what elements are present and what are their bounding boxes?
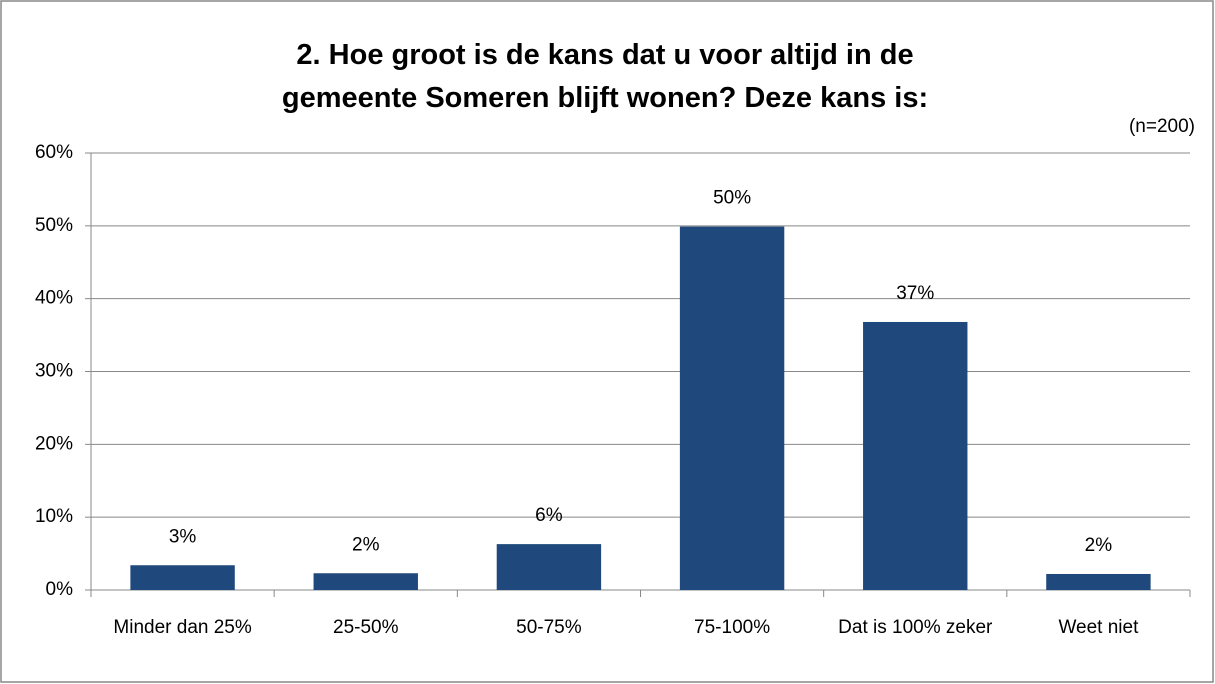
y-tick-label: 20% xyxy=(35,433,73,454)
chart-subtitle: (n=200) xyxy=(1129,116,1195,137)
data-label: 2% xyxy=(1085,535,1113,556)
x-tick-label: 50-75% xyxy=(516,617,582,638)
chart-title: 2. Hoe groot is de kans dat u voor altij… xyxy=(281,39,929,114)
bar xyxy=(1046,573,1151,590)
x-tick-label: Minder dan 25% xyxy=(113,617,252,638)
bar xyxy=(679,226,785,591)
data-label: 2% xyxy=(352,534,380,555)
y-tick-label: 10% xyxy=(35,506,73,527)
bar xyxy=(496,544,602,590)
bar xyxy=(863,321,968,590)
data-label: 50% xyxy=(713,188,751,209)
x-tick-label: 75-100% xyxy=(694,617,771,638)
y-tick-label: 40% xyxy=(35,288,73,309)
data-label: 37% xyxy=(896,283,934,304)
y-tick-label: 30% xyxy=(35,361,73,382)
bar xyxy=(130,565,235,590)
bar xyxy=(313,573,418,590)
x-tick-label: Dat is 100% zeker xyxy=(838,617,993,638)
y-tick-label: 0% xyxy=(46,579,74,600)
x-tick-label: Weet niet xyxy=(1058,617,1139,638)
x-tick-label: 25-50% xyxy=(333,617,399,638)
y-tick-label: 50% xyxy=(35,215,73,236)
data-label: 6% xyxy=(535,505,563,526)
data-label: 3% xyxy=(169,526,197,547)
y-tick-label: 60% xyxy=(35,142,73,163)
